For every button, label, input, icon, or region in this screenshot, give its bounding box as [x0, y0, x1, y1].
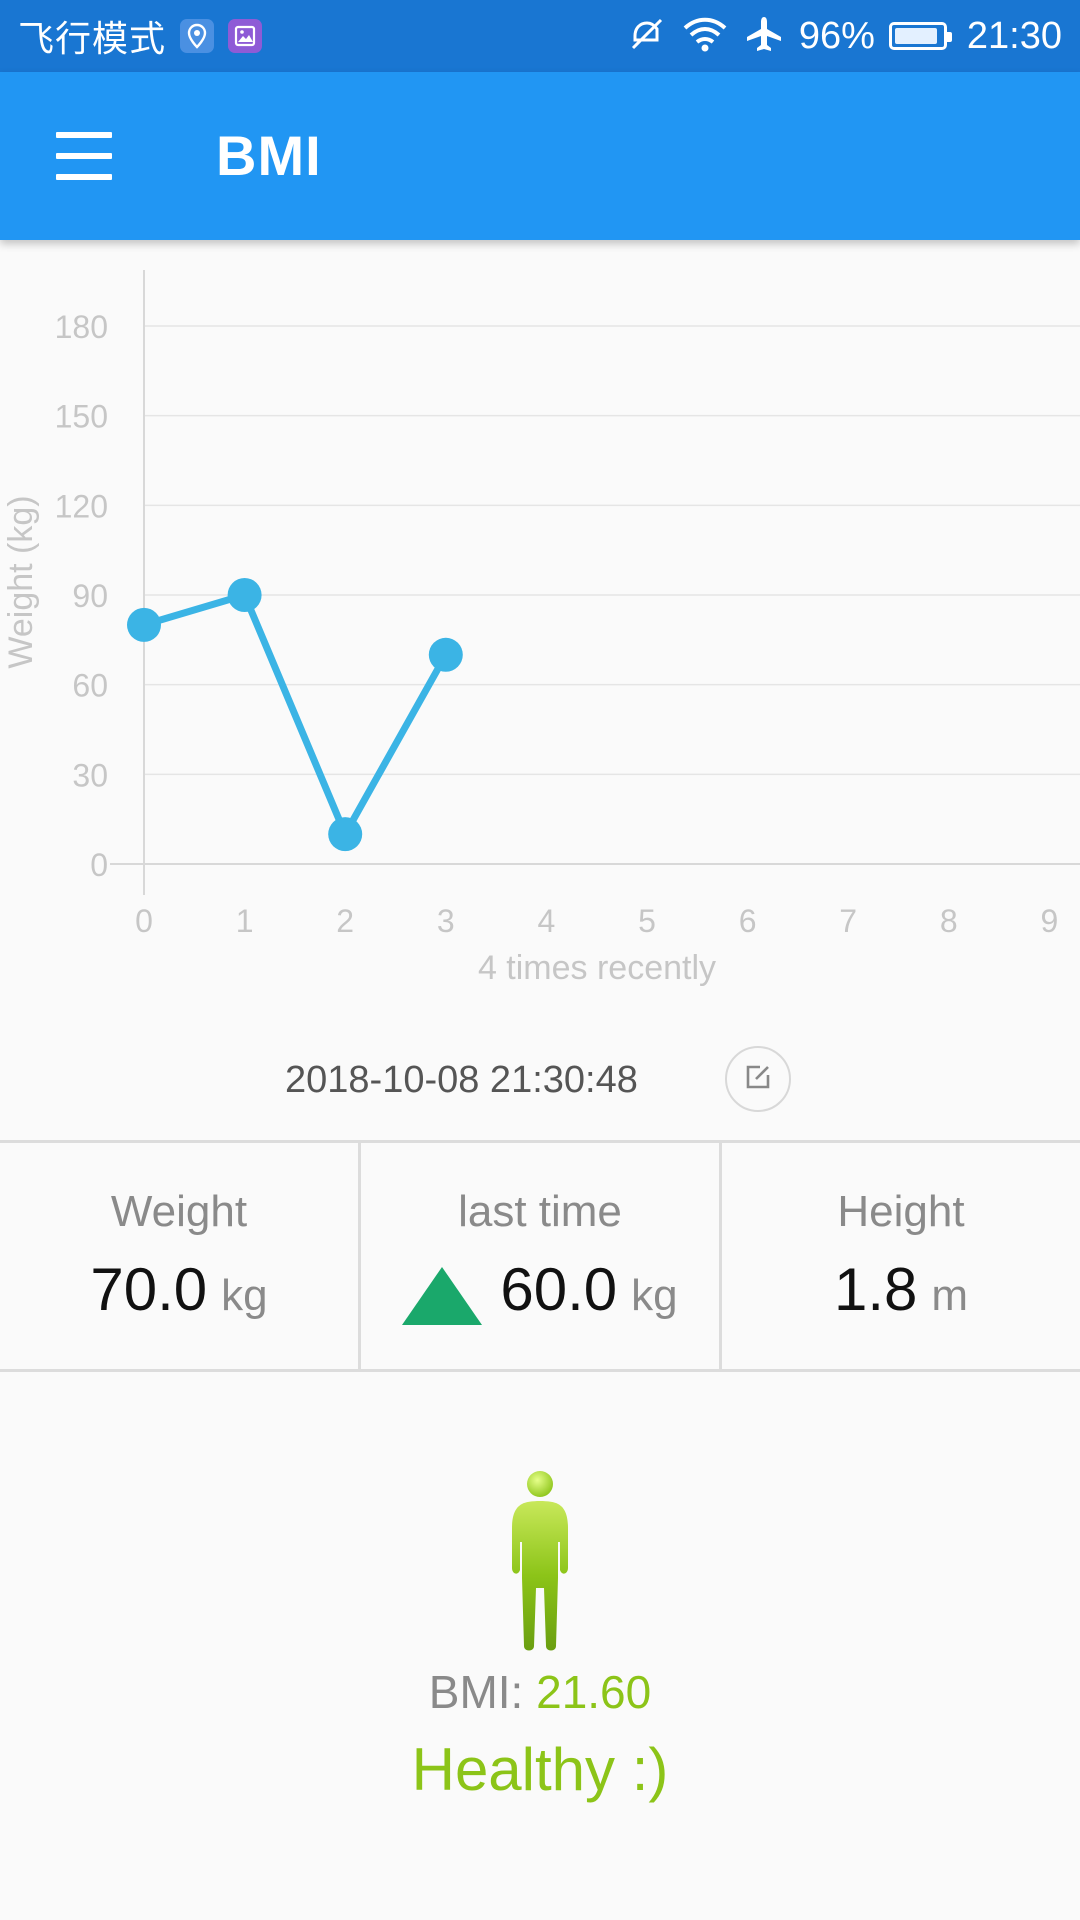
last-time-value: 60.0 — [500, 1256, 618, 1323]
data-point — [127, 607, 161, 642]
battery-level — [894, 28, 937, 44]
y-tick-label: 120 — [55, 488, 108, 524]
height-unit: m — [931, 1271, 969, 1320]
status-bar-right: 96% 21:30 — [627, 0, 1062, 72]
mute-icon — [627, 14, 667, 59]
x-axis-title: 4 times recently — [478, 949, 716, 987]
y-tick-label: 90 — [72, 578, 108, 614]
status-bar-left: 飞行模式 — [18, 0, 263, 72]
last-time-label: last time — [458, 1187, 622, 1236]
last-time-value-row: 60.0 kg — [361, 1255, 719, 1325]
x-tick-label: 2 — [336, 903, 354, 939]
x-tick-label: 8 — [940, 903, 958, 939]
x-tick-label: 9 — [1041, 903, 1059, 939]
y-tick-label: 150 — [55, 399, 108, 435]
data-point — [428, 637, 463, 672]
data-point — [328, 817, 363, 852]
record-date-row: 2018-10-08 21:30:48 — [0, 1040, 1080, 1120]
edit-record-button[interactable] — [725, 1046, 791, 1112]
y-tick-label: 30 — [72, 757, 108, 793]
battery-percent: 96% — [798, 14, 875, 57]
app-bar: BMI — [0, 72, 1080, 240]
stats-panel: Weight 70.0 kg last time 60.0 kg Height … — [0, 1140, 1080, 1372]
up-triangle-icon — [402, 1266, 483, 1325]
weight-chart-svg: 0 30 60 90 120 150 180 0 1 2 3 4 5 6 7 8 9 4 times recent… — [2, 270, 1080, 987]
weight-value: 70.0 — [90, 1256, 208, 1323]
height-value-row: 1.8 m — [722, 1255, 1080, 1324]
image-badge-icon — [228, 19, 263, 53]
height-label: Height — [837, 1187, 965, 1236]
menu-button[interactable] — [36, 116, 132, 196]
x-tick-label: 3 — [437, 903, 455, 939]
y-tick-label: 180 — [55, 309, 108, 345]
bmi-label: BMI: — [428, 1666, 537, 1718]
y-tick-label: 0 — [90, 847, 108, 883]
carrier-text: 飞行模式 — [18, 18, 167, 59]
height-stat: Height 1.8 m — [719, 1143, 1080, 1369]
airplane-icon — [743, 14, 785, 59]
bmi-line: BMI: 21.60 — [0, 1665, 1080, 1719]
x-tick-label: 6 — [739, 903, 757, 939]
x-tick-label: 5 — [638, 903, 656, 939]
weight-label: Weight — [110, 1187, 248, 1236]
x-tick-label: 0 — [135, 903, 153, 939]
page-title: BMI — [216, 124, 322, 187]
bmi-status: Healthy :) — [411, 1736, 669, 1803]
y-axis-title: Weight (kg) — [2, 495, 40, 668]
bmi-value: 21.60 — [536, 1666, 652, 1718]
battery-icon — [888, 22, 952, 50]
wifi-icon — [681, 14, 729, 59]
height-value: 1.8 — [833, 1256, 918, 1323]
x-tick-label: 7 — [839, 903, 857, 939]
person-figure-icon — [498, 1470, 582, 1655]
clock: 21:30 — [966, 14, 1062, 57]
last-time-unit: kg — [631, 1271, 678, 1320]
data-point — [227, 578, 262, 612]
weight-unit: kg — [221, 1271, 268, 1320]
weight-value-row: 70.0 kg — [0, 1255, 358, 1324]
status-bar: 飞行模式 96% 21:30 — [0, 0, 1080, 72]
series-line — [140, 591, 450, 838]
y-tick-label: 60 — [72, 668, 108, 704]
x-tick-label: 4 — [538, 903, 556, 939]
record-datetime: 2018-10-08 21:30:48 — [285, 1059, 638, 1101]
x-tick-label: 1 — [236, 903, 254, 939]
weight-chart: 0 30 60 90 120 150 180 0 1 2 3 4 5 6 7 8 9 4 times recent… — [0, 240, 1080, 1000]
edit-icon — [743, 1062, 773, 1097]
last-time-stat: last time 60.0 kg — [358, 1143, 719, 1369]
weight-stat: Weight 70.0 kg — [0, 1143, 358, 1369]
location-badge-icon — [180, 19, 215, 53]
